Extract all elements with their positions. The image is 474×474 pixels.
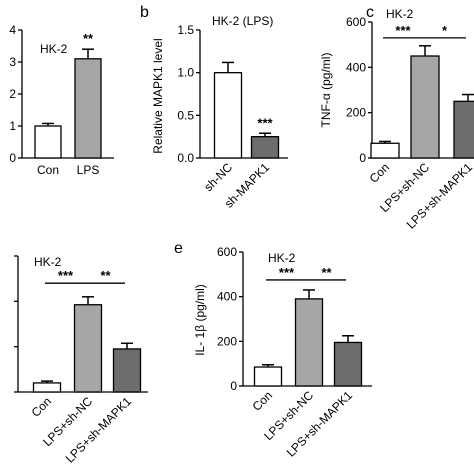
panel-c-y-axis-label: TNF-α (pg/ml): [319, 53, 333, 128]
panel-e-y-tick-label: 0: [230, 379, 237, 393]
panel-b-y-tick-label: 1.0: [177, 66, 194, 80]
panel-b-y-tick-label: 0.5: [177, 108, 194, 122]
panel-c-title: HK-2: [386, 7, 414, 21]
panel-a-category-label-1: LPS: [77, 163, 100, 177]
panel-d-significance-label-1: **: [100, 268, 111, 283]
panel-label-b: b: [140, 4, 149, 21]
panel-e-bar-0: [253, 366, 283, 387]
panel-e-significance-label-1: **: [321, 265, 332, 280]
panel-b-significance-label-0: ***: [257, 115, 273, 130]
panel-b-title: HK-2 (LPS): [212, 14, 273, 28]
panel-c-y-tick-label: 600: [346, 15, 366, 29]
panel-d-bar-2: [112, 348, 142, 393]
panel-e-y-tick-label: 600: [217, 245, 237, 259]
panel-b-category-label-0: sh-NC: [201, 160, 235, 194]
panel-c-bar-1: [410, 55, 440, 159]
panel-label-e: e: [174, 240, 183, 257]
panel-a-y-tick-label: 2: [9, 87, 16, 101]
panel-a-y-tick-label: 3: [9, 55, 16, 69]
panel-d-category-label-0: Con: [29, 394, 54, 419]
panel-c-bar-2: [453, 100, 474, 159]
panel-e-category-label-0: Con: [250, 388, 275, 413]
panel-a-y-tick-label: 0: [9, 151, 16, 165]
panel-a-bar-1: [74, 58, 102, 159]
panel-a-category-label-0: Con: [37, 163, 59, 177]
panel-d-bar-1: [73, 304, 103, 393]
panel-c-bar-0: [370, 142, 400, 159]
panel-a-bar-0: [34, 125, 62, 159]
panel-c-significance-label-0: ***: [395, 23, 411, 38]
panel-d-title: HK-2: [34, 255, 62, 269]
panel-e-y-axis-label: IL- 1β (pg/ml): [193, 284, 207, 356]
panel-b-y-axis-label: Relative MAPK1 level: [151, 38, 165, 153]
panel-a-title: HK-2: [40, 42, 68, 56]
panel-c-y-tick-label: 200: [346, 106, 366, 120]
panel-c-significance-label-1: *: [442, 23, 448, 38]
panel-e-significance-label-0: ***: [279, 265, 295, 280]
panel-d-significance-label-0: ***: [58, 268, 74, 283]
panel-a-y-tick-label: 1: [9, 119, 16, 133]
panel-b-y-tick-label: 1.5: [177, 23, 194, 37]
panel-b-bar-1: [250, 136, 280, 159]
panel-b-y-tick-label: 0.0: [177, 151, 194, 165]
panel-e-y-tick-label: 400: [217, 290, 237, 304]
panel-c-category-label-0: Con: [367, 160, 392, 185]
panel-e-bar-2: [333, 341, 363, 387]
panel-label-c: c: [366, 4, 374, 21]
panel-a-significance-label-0: **: [83, 31, 94, 46]
panel-e-y-tick-label: 200: [217, 334, 237, 348]
panel-c-y-tick-label: 0: [359, 151, 366, 165]
panel-e-title: HK-2: [268, 251, 296, 265]
panel-d-bar-0: [32, 382, 62, 393]
panel-e-bar-1: [294, 298, 324, 387]
panel-a-y-tick-label: 4: [9, 23, 16, 37]
panel-b-bar-0: [213, 72, 243, 159]
panel-c-y-tick-label: 400: [346, 60, 366, 74]
